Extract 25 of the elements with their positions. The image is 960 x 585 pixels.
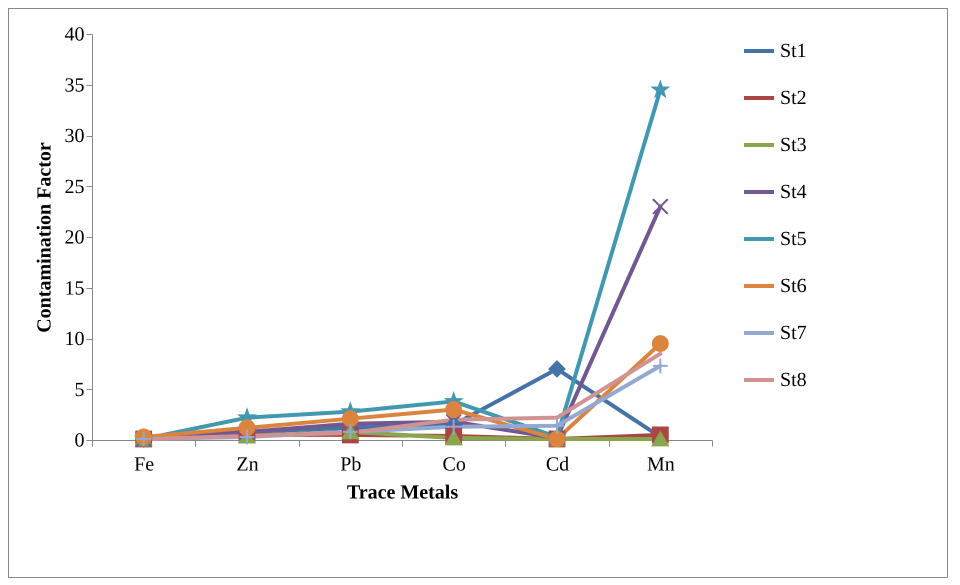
y-axis-title: Contamination Factor [34,142,56,333]
x-tick-label: Mn [646,454,675,476]
y-tick-label: 30 [64,125,84,147]
x-tick-label: Fe [134,454,154,476]
legend-label: St5 [780,228,807,250]
legend-label: St2 [780,87,807,109]
y-tick-label: 35 [64,74,84,96]
x-tick-label: Pb [340,454,362,476]
legend-label: St1 [780,40,807,62]
y-tick-label: 10 [64,328,84,350]
y-tick-label: 40 [64,24,84,46]
x-tick-label: Cd [546,454,570,476]
x-tick-label: Zn [236,454,259,476]
x-tick-label: Co [442,454,466,476]
y-tick-label: 25 [64,176,84,198]
legend-label: St6 [780,275,807,297]
legend-label: St8 [780,369,807,391]
y-tick-label: 20 [64,226,84,248]
legend-label: St7 [780,322,807,344]
y-tick-label: 5 [74,378,84,401]
y-tick-label: 15 [64,277,84,300]
y-tick-label: 0 [74,430,84,452]
legend-label: St3 [780,134,807,156]
legend-label: St4 [780,181,807,203]
x-axis-title: Trace Metals [346,482,458,504]
